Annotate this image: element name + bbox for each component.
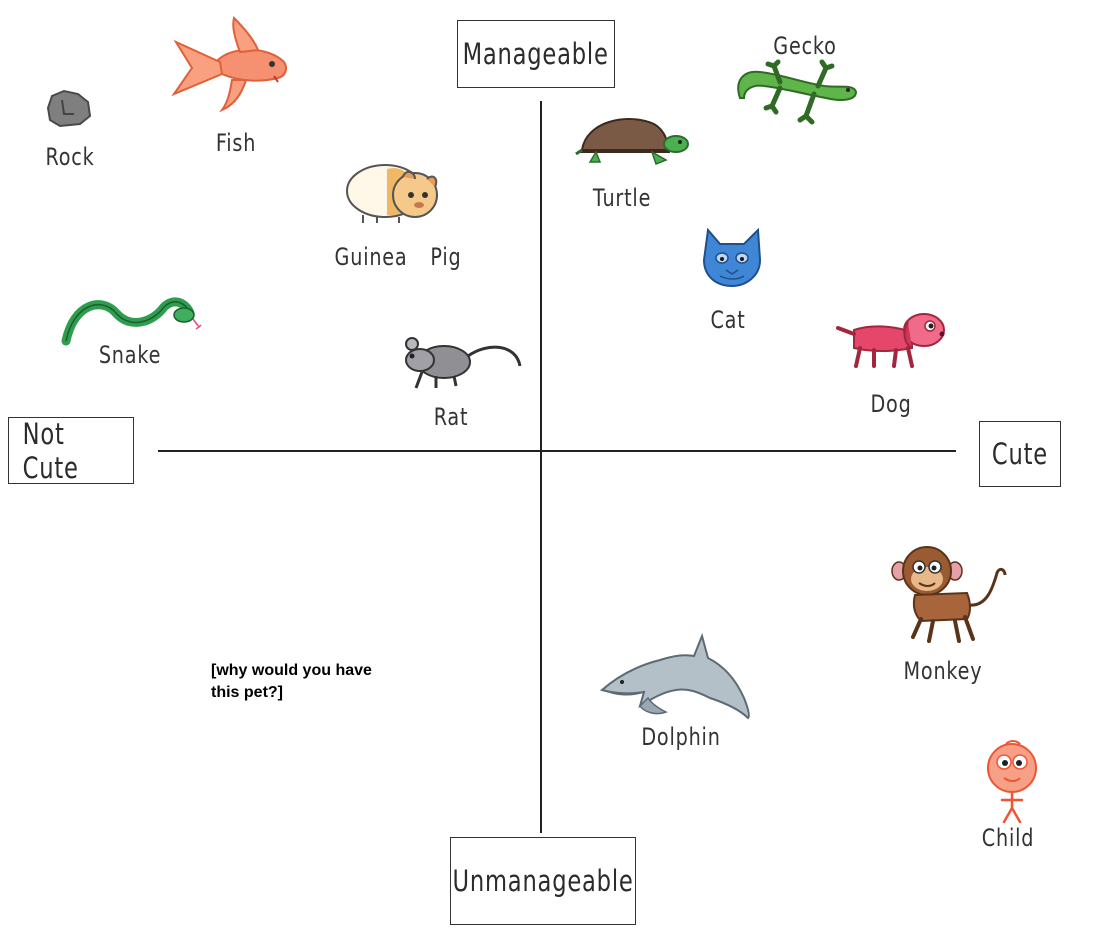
snake-icon (61, 297, 202, 346)
pet-label-cat: Cat (710, 306, 746, 334)
pet-label-rat: Rat (433, 403, 469, 431)
dog-icon (836, 313, 945, 368)
axis-label-unmanageable: Unmanageable (450, 837, 636, 925)
turtle-icon (575, 118, 689, 165)
pet-label-turtle: Turtle (592, 184, 652, 212)
fish-icon (171, 16, 287, 113)
child-icon (987, 740, 1037, 824)
quadrant-note: [why would you have this pet?] (211, 662, 372, 701)
vertical-axis-line (540, 101, 542, 833)
horizontal-axis-line (158, 450, 956, 452)
dolphin-icon (599, 632, 750, 720)
pet-label-guinea-pig: Guinea Pig (334, 243, 462, 271)
pet-label-snake: Snake (98, 341, 162, 369)
pet-label-monkey: Monkey (903, 657, 983, 685)
pet-label-gecko: Gecko (773, 32, 837, 60)
rat-icon (405, 337, 522, 389)
gecko-icon (737, 59, 858, 125)
guinea-pig-icon (346, 164, 438, 223)
pet-label-dolphin: Dolphin (641, 723, 721, 751)
axis-label-not-cute: Not Cute (8, 417, 134, 485)
axis-label-manageable: Manageable (457, 20, 615, 88)
monkey-icon (891, 546, 1007, 643)
rock-icon (46, 89, 92, 128)
pet-label-fish: Fish (215, 129, 257, 157)
cat-icon (702, 227, 762, 288)
pet-label-dog: Dog (870, 390, 912, 418)
pet-label-child: Child (981, 824, 1035, 852)
axis-label-cute: Cute (979, 421, 1061, 487)
pet-label-rock: Rock (45, 143, 95, 171)
